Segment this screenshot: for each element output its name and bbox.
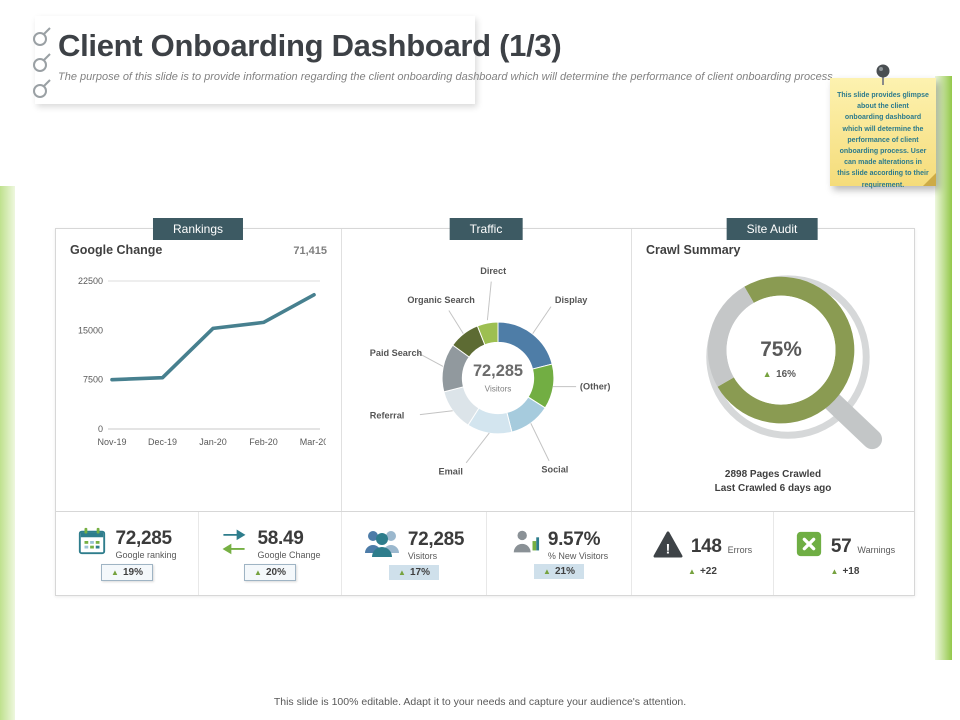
donut-label-paid-search: Paid Search	[370, 348, 423, 358]
kpi-google-change: 58.49 Google Change ▲ 20%	[198, 512, 341, 595]
header: Client Onboarding Dashboard (1/3) The pu…	[58, 28, 838, 83]
tab-traffic[interactable]: Traffic	[449, 218, 523, 240]
donut-label-organic-search: Organic Search	[407, 295, 475, 305]
calendar-icon	[77, 526, 107, 561]
donut-label-other: (Other)	[580, 382, 610, 392]
svg-text:7500: 7500	[83, 375, 103, 385]
pages-crawled-text: 2898 Pages Crawled	[724, 469, 822, 480]
up-triangle-icon: ▲	[111, 568, 119, 577]
kpi-row: 72,285 Google ranking ▲ 19%	[56, 511, 914, 595]
charts-row: Google Change 71,415 22500 15000 7500 0 Nov-…	[56, 229, 914, 511]
svg-text:Dec-19: Dec-19	[148, 437, 177, 447]
kpi-delta-badge: ▲ 21%	[534, 564, 584, 579]
site-audit-ring-chart: 75% ▲ 16%	[706, 275, 883, 450]
site-audit-ring-plot	[707, 276, 855, 424]
box-x-icon	[795, 530, 823, 563]
sync-arrows-icon	[219, 526, 249, 561]
rankings-line-chart: 22500 15000 7500 0 Nov-19 Dec-19 Jan-20 Feb-20 M…	[78, 276, 328, 447]
person-icon	[510, 528, 540, 561]
rankings-panel: Google Change 71,415 22500 15000 7500 0 Nov-…	[56, 229, 341, 511]
rankings-chart-title: Google Change	[70, 243, 163, 257]
traffic-panel: Display (Other) Social Email Referral Pa…	[341, 229, 631, 511]
tab-site-audit[interactable]: Site Audit	[726, 218, 818, 240]
right-green-accent-bar	[935, 76, 952, 660]
svg-text:0: 0	[98, 424, 103, 434]
kpi-label: Visitors	[407, 550, 438, 561]
donut-label-display: Display	[555, 295, 588, 305]
sticky-note-fold	[923, 173, 936, 186]
svg-text:Mar-20: Mar-20	[300, 437, 326, 447]
kpi-delta-badge: ▲ 20%	[244, 564, 296, 581]
donut-label-referral: Referral	[370, 410, 405, 420]
kpi-delta-badge: ▲ 17%	[389, 565, 439, 580]
kpi-label: Google ranking	[115, 549, 177, 560]
warning-icon: !	[653, 530, 683, 563]
up-triangle-icon: ▲	[398, 568, 406, 577]
kpi-label: Errors	[727, 544, 753, 555]
svg-text:Feb-20: Feb-20	[249, 437, 278, 447]
last-crawled-text: Last Crawled 6 days ago	[714, 483, 832, 494]
donut-center-label: Visitors	[485, 384, 512, 393]
kpi-delta: ▲ +18	[830, 566, 860, 577]
kpi-delta: ▲ +22	[688, 566, 717, 577]
donut-label-email: Email	[439, 466, 463, 476]
footer-note: This slide is 100% editable. Adapt it to…	[273, 696, 687, 708]
kpi-value: 57	[830, 535, 852, 557]
kpi-value: 58.49	[257, 527, 304, 549]
svg-text:Nov-19: Nov-19	[97, 437, 126, 447]
sticky-note: This slide provides glimpse about the cl…	[830, 64, 936, 189]
svg-text:15000: 15000	[78, 325, 103, 335]
donut-center-value: 72,285	[473, 362, 523, 380]
kpi-delta-badge: ▲ 19%	[101, 564, 153, 581]
kpi-value: 148	[690, 535, 722, 557]
audit-delta: 16%	[776, 369, 796, 380]
kpi-visitors: 72,285 Visitors ▲ 17%	[341, 512, 486, 595]
spiral-binding-icon	[33, 27, 51, 98]
svg-text:Jan-20: Jan-20	[199, 437, 227, 447]
donut-label-social: Social	[541, 464, 568, 474]
kpi-label: Warnings	[857, 544, 896, 555]
kpi-google-ranking: 72,285 Google ranking ▲ 19%	[56, 512, 198, 595]
crawl-summary-title: Crawl Summary	[646, 243, 741, 257]
page-title: Client Onboarding Dashboard (1/3)	[58, 28, 562, 63]
up-triangle-icon: ▲	[254, 568, 262, 577]
kpi-warnings: 57 Warnings ▲ +18	[773, 512, 916, 595]
people-icon	[364, 527, 400, 562]
magnifier-handle-icon	[822, 391, 883, 450]
title-card	[35, 16, 475, 104]
site-audit-panel: Crawl Summary 75% ▲ 16% 2898 Pages Crawl…	[631, 229, 914, 511]
traffic-donut-chart: Display (Other) Social Email Referral Pa…	[370, 266, 611, 477]
kpi-label: Google Change	[257, 549, 321, 560]
kpi-label: % New Visitors	[547, 550, 609, 561]
kpi-value: 9.57%	[547, 528, 601, 550]
svg-text:22500: 22500	[78, 276, 103, 286]
up-triangle-icon: ▲	[688, 567, 696, 576]
svg-text:!: !	[666, 540, 671, 556]
up-triangle-icon: ▲	[543, 567, 551, 576]
tab-rankings[interactable]: Rankings	[152, 218, 244, 240]
up-triangle-icon: ▲	[763, 369, 772, 379]
donut-label-direct: Direct	[480, 266, 506, 276]
kpi-errors: ! 148 Errors ▲ +22	[631, 512, 773, 595]
audit-percent: 75%	[760, 338, 802, 361]
kpi-value: 72,285	[115, 527, 172, 549]
left-green-accent-bar	[0, 186, 15, 720]
kpi-new-visitors: 9.57% % New Visitors ▲ 21%	[486, 512, 631, 595]
page-subtitle: The purpose of this slide is to provide …	[58, 71, 836, 83]
dashboard-card: Rankings Traffic Site Audit Google Chang…	[55, 218, 915, 596]
donut-leader-lines	[417, 281, 577, 464]
pushpin-icon	[876, 64, 890, 85]
sticky-note-text: This slide provides glimpse about the cl…	[837, 92, 929, 189]
rankings-line-plot: 22500 15000 7500 0 Nov-19 Dec-19 Jan-20 Feb-20 M…	[78, 276, 328, 447]
traffic-donut-plot	[441, 321, 555, 435]
kpi-value: 72,285	[407, 528, 465, 550]
rankings-chart-value: 71,415	[293, 245, 327, 257]
up-triangle-icon: ▲	[830, 567, 839, 576]
